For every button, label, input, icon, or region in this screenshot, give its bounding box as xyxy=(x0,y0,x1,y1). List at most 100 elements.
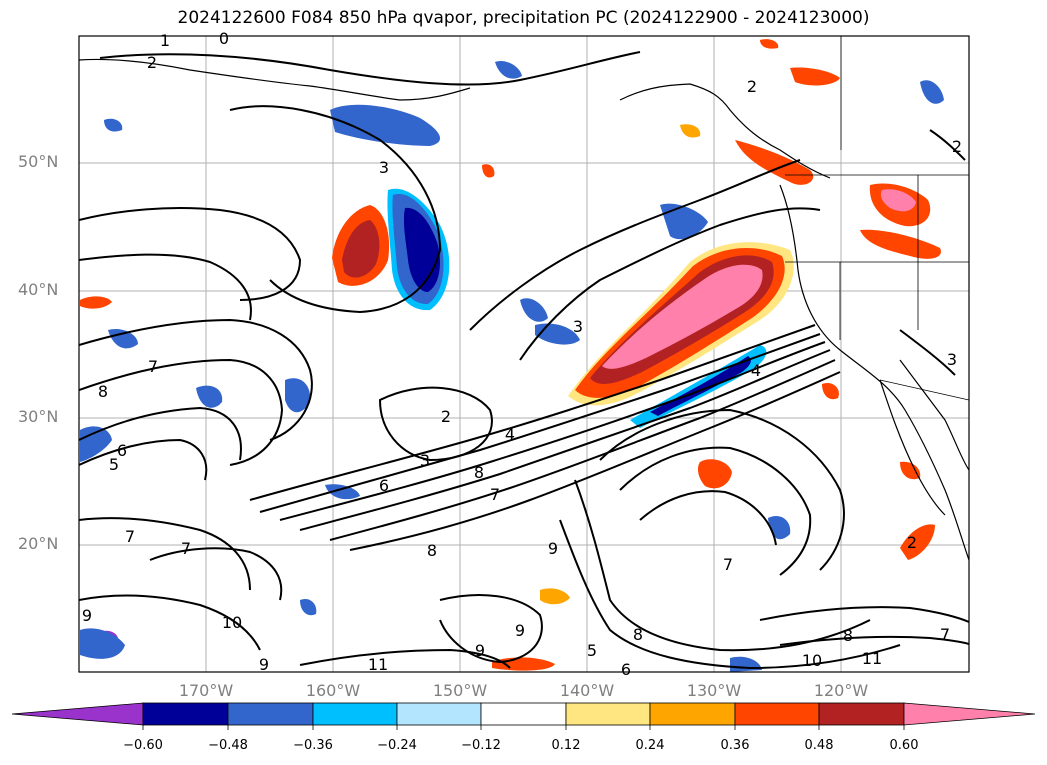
contour-label: 8 xyxy=(843,626,853,645)
contour-7-sw xyxy=(79,517,251,591)
contour-11 xyxy=(779,635,969,646)
negprecip-ne xyxy=(920,80,944,104)
precip-baja xyxy=(900,524,935,560)
precip-small-5 xyxy=(760,39,779,49)
contour-central-loop xyxy=(378,386,493,462)
negprecip-mid2 xyxy=(520,298,548,322)
negprecip-mid9 xyxy=(495,60,522,79)
map-frame xyxy=(78,35,970,673)
colorbar-tick-label: −0.60 xyxy=(123,738,163,753)
negprecip-band-core xyxy=(650,356,751,416)
contour-label: 6 xyxy=(379,476,389,495)
contour-3-north xyxy=(229,105,442,314)
lat-label-20n: 20°N xyxy=(18,534,59,553)
colorbar-tick-label: 0.12 xyxy=(551,738,581,753)
contour-2-north xyxy=(99,51,641,86)
precip-small-3 xyxy=(482,164,495,178)
colorbar-tick-label: −0.36 xyxy=(293,738,333,753)
contour-ridge-2 xyxy=(469,159,801,331)
lon-label-160w: 160°W xyxy=(305,681,361,700)
coastline-gulf xyxy=(899,359,969,471)
negprecip-mid6 xyxy=(108,328,138,349)
contour-label: 7 xyxy=(940,625,950,644)
precip-positive-band xyxy=(80,39,941,671)
colorbar-tick-label: −0.48 xyxy=(208,738,248,753)
contour-label: 8 xyxy=(474,463,484,482)
colorbar-segment xyxy=(480,702,567,726)
precip-small-7 xyxy=(822,382,839,400)
contour-label: 6 xyxy=(117,441,127,460)
coastline-baja xyxy=(879,379,946,516)
colorbar-segment xyxy=(396,702,482,726)
coastline-north-america xyxy=(779,184,969,561)
contour-sub-1 xyxy=(599,408,845,571)
precip-bc-coast xyxy=(735,140,814,185)
contour-label: 7 xyxy=(490,485,500,504)
contour-ridge xyxy=(519,207,821,361)
contour-label: 6 xyxy=(621,660,631,679)
negprecip-mid10 xyxy=(104,118,123,132)
negprecip-mid3 xyxy=(535,323,580,345)
contour-9-south xyxy=(439,594,543,664)
contour-10 xyxy=(759,606,969,623)
negprecip-mid1 xyxy=(660,203,708,240)
colorbar-extend-min xyxy=(11,702,144,726)
colorbar-segment xyxy=(565,702,651,726)
contour-label: 0 xyxy=(219,29,229,48)
contour-label: 2 xyxy=(441,407,451,426)
contour-label: 8 xyxy=(98,382,108,401)
coastline-alaska-panhandle xyxy=(619,83,831,179)
contour-label: 11 xyxy=(862,649,882,668)
contour-label: 2 xyxy=(952,137,962,156)
contour-label: 10 xyxy=(222,613,242,632)
negprecip-alaska xyxy=(330,104,441,146)
contour-label: 3 xyxy=(379,158,389,177)
contour-label: 2 xyxy=(747,77,757,96)
contour-jet-6 xyxy=(349,371,841,551)
lon-label-130w: 130°W xyxy=(686,681,742,700)
lat-label-40n: 40°N xyxy=(18,280,59,299)
lon-label-150w: 150°W xyxy=(432,681,488,700)
precip-plume-max xyxy=(602,264,763,369)
lat-label-50n: 50°N xyxy=(18,152,59,171)
negprecip-mid5 xyxy=(196,385,223,408)
contour-label: 7 xyxy=(181,539,191,558)
contour-label: 4 xyxy=(751,361,761,380)
lat-label-30n: 30°N xyxy=(18,407,59,426)
contour-7 xyxy=(79,318,313,441)
colorbar-tick-label: −0.12 xyxy=(461,738,501,753)
contour-label: 8 xyxy=(427,541,437,560)
colorbar-tick-marks xyxy=(142,725,905,730)
colorbar-tick-label: 0.48 xyxy=(804,738,834,753)
contour-label: 9 xyxy=(82,606,92,625)
contour-label: 8 xyxy=(633,625,643,644)
contour-jet-5 xyxy=(329,359,836,541)
colorbar-segment xyxy=(734,702,820,726)
contour-label: 2 xyxy=(147,53,157,72)
contour-label: 7 xyxy=(125,527,135,546)
contour-west-lobe-2 xyxy=(79,253,252,321)
contour-right-3 xyxy=(899,329,956,376)
colorbar-segment xyxy=(649,702,736,726)
precip-sub1 xyxy=(697,459,732,489)
precip-small-4 xyxy=(680,124,701,138)
map-title: 2024122600 F084 850 hPa qvapor, precipit… xyxy=(177,8,870,28)
colorbar-tick-label: 0.24 xyxy=(635,738,665,753)
qvapor-contours xyxy=(79,51,969,670)
contour-label: 7 xyxy=(148,357,158,376)
contour-label: 4 xyxy=(505,425,515,444)
precip-small-1 xyxy=(540,588,570,605)
precip-alaska xyxy=(790,67,840,86)
contour-label: 2 xyxy=(907,533,917,552)
contour-sub-2 xyxy=(619,446,812,576)
contour-label: 9 xyxy=(259,655,269,674)
contour-11-south xyxy=(299,648,511,669)
colorbar-segment xyxy=(142,702,229,726)
colorbar-segment xyxy=(312,702,398,726)
contour-label: 9 xyxy=(548,539,558,558)
contour-label: 11 xyxy=(368,655,388,674)
contour-label: 5 xyxy=(587,641,597,660)
lon-label-140w: 140°W xyxy=(559,681,615,700)
contour-west-lobe xyxy=(79,207,302,301)
